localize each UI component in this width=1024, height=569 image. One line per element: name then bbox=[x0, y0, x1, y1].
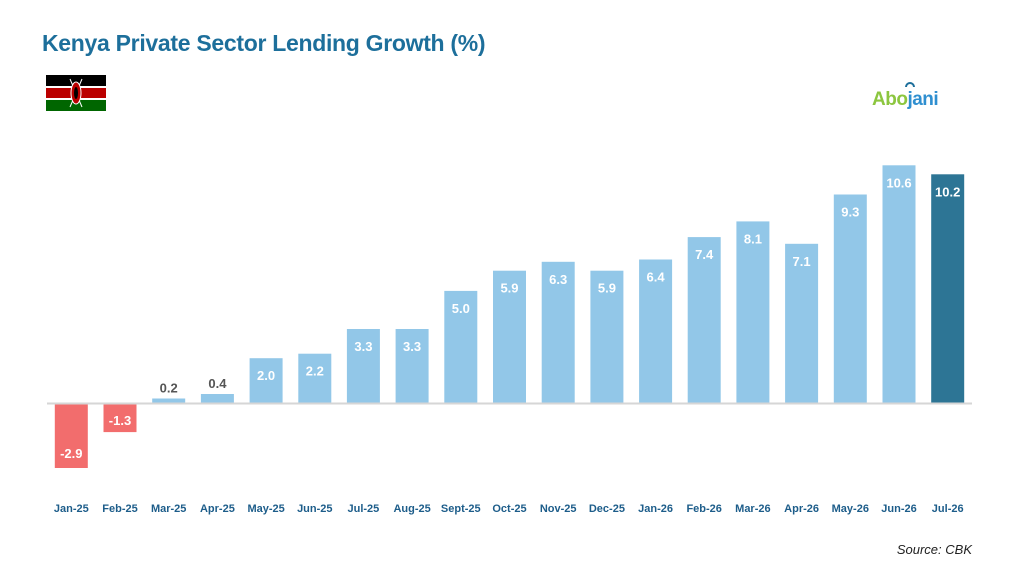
data-label: 10.6 bbox=[886, 175, 911, 190]
abojani-logo: Abojani bbox=[872, 80, 962, 118]
bar-oct-25 bbox=[493, 270, 526, 403]
data-label: 7.4 bbox=[695, 247, 714, 262]
source-note: Source: CBK bbox=[896, 542, 972, 557]
x-tick-label: Mar-25 bbox=[151, 503, 186, 515]
x-tick-label: Oct-25 bbox=[492, 503, 526, 515]
data-label: -1.3 bbox=[109, 413, 131, 428]
x-tick-label: Jun-26 bbox=[881, 503, 916, 515]
data-label: 2.0 bbox=[257, 368, 275, 383]
data-label: 2.2 bbox=[306, 364, 324, 379]
x-tick-label: Feb-26 bbox=[686, 503, 721, 515]
bar-jul-25 bbox=[346, 329, 380, 403]
data-label: 5.9 bbox=[500, 281, 518, 296]
kenya-flag-icon bbox=[46, 75, 106, 111]
x-tick-label: Sept-25 bbox=[441, 503, 481, 515]
bar-apr-26 bbox=[785, 243, 819, 403]
x-tick-labels-group: Jan-25 Feb-25 Mar-25 Apr-25 May-25 Jun-25 Jul-… bbox=[54, 503, 964, 515]
x-tick-label: Apr-25 bbox=[200, 503, 235, 515]
data-label: 9.3 bbox=[841, 205, 859, 220]
x-tick-label: Dec-25 bbox=[589, 503, 625, 515]
chart-title: Kenya Private Sector Lending Growth (%) bbox=[42, 30, 486, 56]
bar-dec-25 bbox=[590, 270, 624, 403]
data-label: 8.1 bbox=[744, 231, 762, 246]
x-tick-label: May-25 bbox=[247, 503, 284, 515]
data-label: 3.3 bbox=[354, 339, 372, 354]
bar-jun-25 bbox=[298, 353, 332, 403]
logo-text-part1: Abo bbox=[872, 89, 908, 110]
bar-apr-25 bbox=[200, 394, 234, 403]
data-label: 7.1 bbox=[793, 254, 811, 269]
x-tick-label: Aug-25 bbox=[393, 503, 430, 515]
x-tick-label: Jun-25 bbox=[297, 503, 332, 515]
x-tick-label: Nov-25 bbox=[540, 503, 577, 515]
bar-jan-25 bbox=[54, 403, 88, 468]
x-tick-label: Mar-26 bbox=[735, 503, 770, 515]
data-labels-group: -2.9 -1.3 0.2 0.4 2.0 2.2 3.3 3.3 5.0 5.9 6.3 5.9 6.… bbox=[60, 175, 960, 461]
x-tick-label: Jan-25 bbox=[54, 503, 89, 515]
data-label: 3.3 bbox=[403, 339, 421, 354]
bar-feb-25 bbox=[103, 403, 137, 433]
bar-jan-26 bbox=[639, 259, 673, 403]
bar-jul-26 bbox=[931, 174, 965, 403]
bar-nov-25 bbox=[541, 261, 575, 403]
bars-group bbox=[54, 165, 965, 468]
bar-aug-25 bbox=[395, 329, 429, 403]
logo-text: Abojani bbox=[872, 89, 939, 111]
x-tick-label: Jan-26 bbox=[638, 503, 673, 515]
x-tick-label: Jul-26 bbox=[932, 503, 964, 515]
data-label: 6.3 bbox=[549, 272, 567, 287]
data-label: 0.2 bbox=[160, 381, 178, 396]
data-label: 6.4 bbox=[647, 270, 666, 285]
data-label: 10.2 bbox=[935, 184, 960, 199]
logo-text-part2: jani bbox=[907, 89, 939, 110]
bar-may-26 bbox=[833, 194, 867, 403]
data-label: 5.9 bbox=[598, 281, 616, 296]
bar-feb-26 bbox=[687, 237, 721, 403]
x-tick-label: May-26 bbox=[832, 503, 869, 515]
bar-mar-25 bbox=[152, 398, 186, 403]
x-tick-label: Jul-25 bbox=[348, 503, 380, 515]
bar-jun-26 bbox=[882, 165, 916, 403]
logo-ring-icon bbox=[905, 82, 915, 88]
bar-sept-25 bbox=[444, 290, 478, 403]
bar-may-25 bbox=[249, 358, 283, 403]
data-label: 0.4 bbox=[208, 376, 227, 391]
x-tick-label: Feb-25 bbox=[102, 503, 137, 515]
data-label: -2.9 bbox=[60, 446, 82, 461]
data-label: 5.0 bbox=[452, 301, 470, 316]
bar-mar-26 bbox=[736, 221, 770, 403]
x-tick-label: Apr-26 bbox=[784, 503, 819, 515]
